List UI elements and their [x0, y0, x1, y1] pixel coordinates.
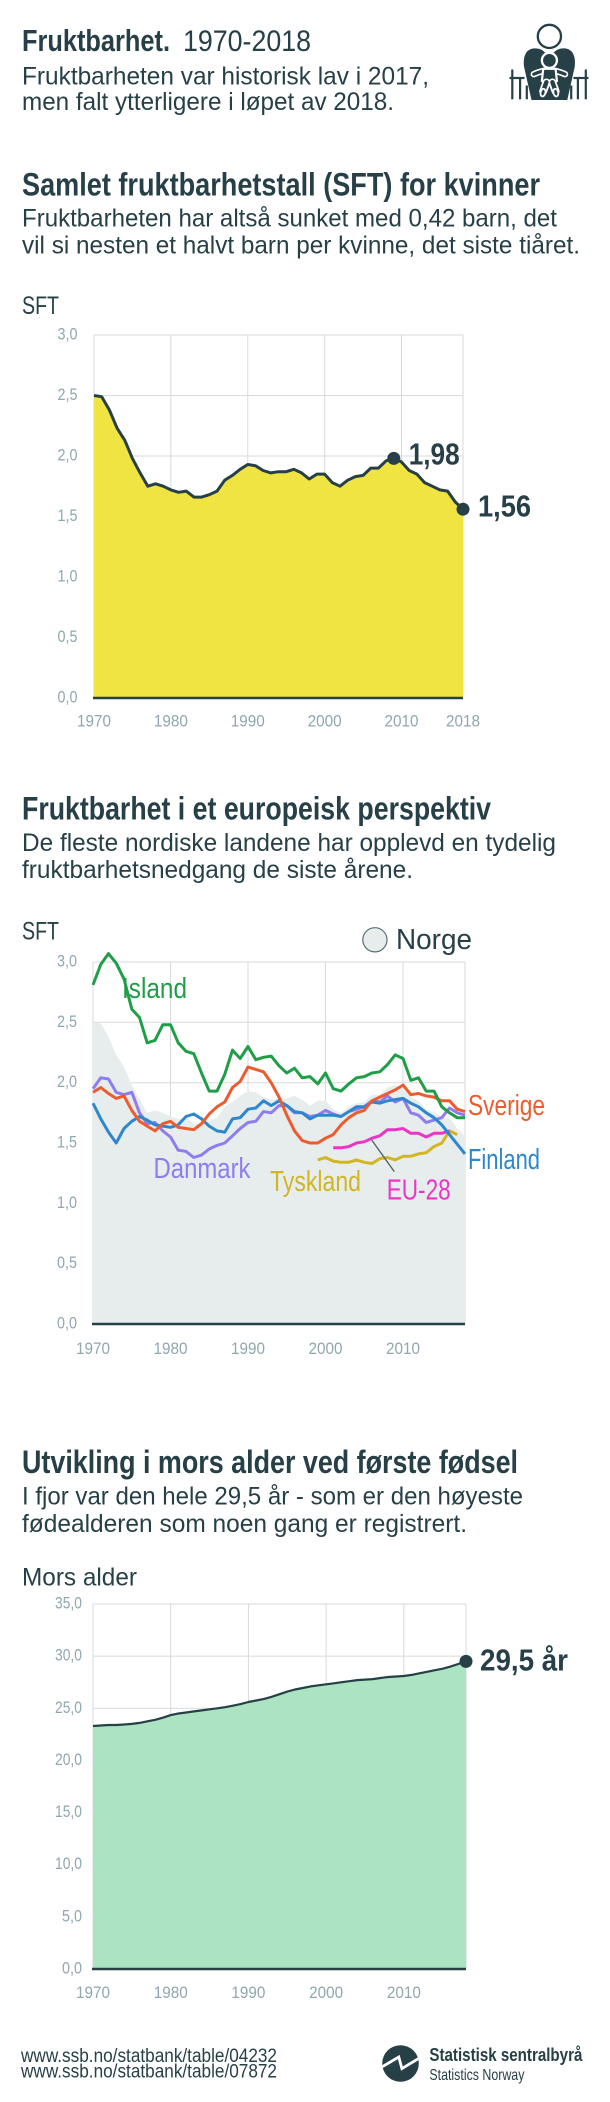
svg-text:2,5: 2,5 [58, 385, 78, 404]
svg-text:10,0: 10,0 [55, 1854, 82, 1873]
svg-text:Sverige: Sverige [468, 1090, 545, 1122]
svg-text:Fruktbarheten har altså sunket: Fruktbarheten har altså sunket med 0,42 … [22, 205, 557, 233]
svg-text:Finland: Finland [468, 1144, 540, 1176]
svg-text:1990: 1990 [231, 1339, 265, 1358]
svg-text:1980: 1980 [154, 1983, 188, 2002]
svg-text:1980: 1980 [154, 1339, 188, 1358]
svg-text:Fruktbarhet.: Fruktbarhet. [22, 23, 170, 58]
svg-text:Danmark: Danmark [154, 1153, 251, 1185]
svg-text:Norge: Norge [396, 924, 472, 956]
svg-text:SFT: SFT [22, 292, 59, 320]
svg-text:Utvikling i mors alder ved før: Utvikling i mors alder ved første fødsel [22, 1444, 518, 1480]
svg-text:Statistics Norway: Statistics Norway [429, 2067, 524, 2084]
svg-text:5,0: 5,0 [62, 1906, 82, 1925]
svg-text:1990: 1990 [231, 712, 265, 731]
svg-text:0,5: 0,5 [57, 1253, 77, 1272]
svg-text:De fleste nordiske landene har: De fleste nordiske landene har opplevd e… [22, 829, 556, 857]
svg-text:2000: 2000 [308, 712, 342, 731]
svg-text:30,0: 30,0 [55, 1646, 82, 1665]
svg-text:fødealderen som noen gang er r: fødealderen som noen gang er registrert. [22, 1510, 467, 1538]
svg-text:1970: 1970 [76, 1339, 110, 1358]
svg-text:Fruktbarhet i et europeisk per: Fruktbarhet i et europeisk perspektiv [22, 791, 491, 827]
svg-text:Tyskland: Tyskland [270, 1166, 361, 1198]
svg-text:Samlet fruktbarhetstall (SFT): Samlet fruktbarhetstall (SFT) for kvinne… [22, 167, 540, 203]
svg-text:Mors alder: Mors alder [22, 1563, 137, 1591]
svg-text:EU-28: EU-28 [387, 1175, 451, 1207]
svg-text:35,0: 35,0 [55, 1594, 82, 1613]
svg-text:2010: 2010 [386, 1339, 420, 1358]
svg-text:fruktbarhetsnedgang de siste å: fruktbarhetsnedgang de siste årene. [22, 856, 413, 884]
svg-text:vil si nesten et halvt barn pe: vil si nesten et halvt barn per kvinne, … [22, 231, 580, 259]
svg-text:men falt ytterligere i løpet a: men falt ytterligere i løpet av 2018. [22, 88, 394, 116]
svg-text:Statistisk sentralbyrå: Statistisk sentralbyrå [429, 2045, 583, 2065]
svg-text:1,5: 1,5 [57, 1133, 77, 1152]
svg-text:1970-2018: 1970-2018 [183, 25, 311, 58]
svg-text:3,0: 3,0 [58, 325, 78, 344]
svg-text:www.ssb.no/statbank/table/0787: www.ssb.no/statbank/table/07872 [20, 2062, 277, 2083]
svg-text:2010: 2010 [385, 712, 419, 731]
svg-text:1,56: 1,56 [478, 489, 531, 524]
svg-text:www.ssb.no/statbank/table/0423: www.ssb.no/statbank/table/04232 [20, 2046, 277, 2067]
svg-text:I fjor var den hele 29,5 år -: I fjor var den hele 29,5 år - som er den… [22, 1483, 523, 1511]
svg-text:1990: 1990 [231, 1983, 265, 2002]
svg-text:2000: 2000 [309, 1983, 343, 2002]
svg-text:1,98: 1,98 [409, 436, 460, 471]
svg-text:Fruktbarheten var historisk la: Fruktbarheten var historisk lav i 2017, [22, 62, 429, 90]
svg-text:1980: 1980 [154, 712, 188, 731]
svg-text:3,0: 3,0 [57, 952, 77, 971]
svg-text:20,0: 20,0 [55, 1750, 82, 1769]
svg-text:2000: 2000 [309, 1339, 343, 1358]
svg-text:1,0: 1,0 [57, 1193, 77, 1212]
svg-text:SFT: SFT [22, 918, 59, 946]
svg-text:1970: 1970 [77, 712, 111, 731]
svg-text:15,0: 15,0 [55, 1802, 82, 1821]
svg-text:2,5: 2,5 [57, 1012, 77, 1031]
svg-text:1970: 1970 [76, 1983, 110, 2002]
svg-text:29,5 år: 29,5 år [480, 1643, 568, 1678]
svg-text:0,0: 0,0 [62, 1959, 82, 1978]
svg-text:2010: 2010 [387, 1983, 421, 2002]
svg-text:0,0: 0,0 [58, 688, 78, 707]
svg-text:1,5: 1,5 [58, 506, 78, 525]
svg-text:1,0: 1,0 [58, 567, 78, 586]
svg-text:0,5: 0,5 [58, 627, 78, 646]
svg-text:0,0: 0,0 [57, 1314, 77, 1333]
svg-text:2,0: 2,0 [58, 446, 78, 465]
svg-text:Island: Island [122, 973, 187, 1005]
svg-text:25,0: 25,0 [55, 1698, 82, 1717]
svg-text:2,0: 2,0 [57, 1072, 77, 1091]
svg-text:2018: 2018 [446, 712, 480, 731]
